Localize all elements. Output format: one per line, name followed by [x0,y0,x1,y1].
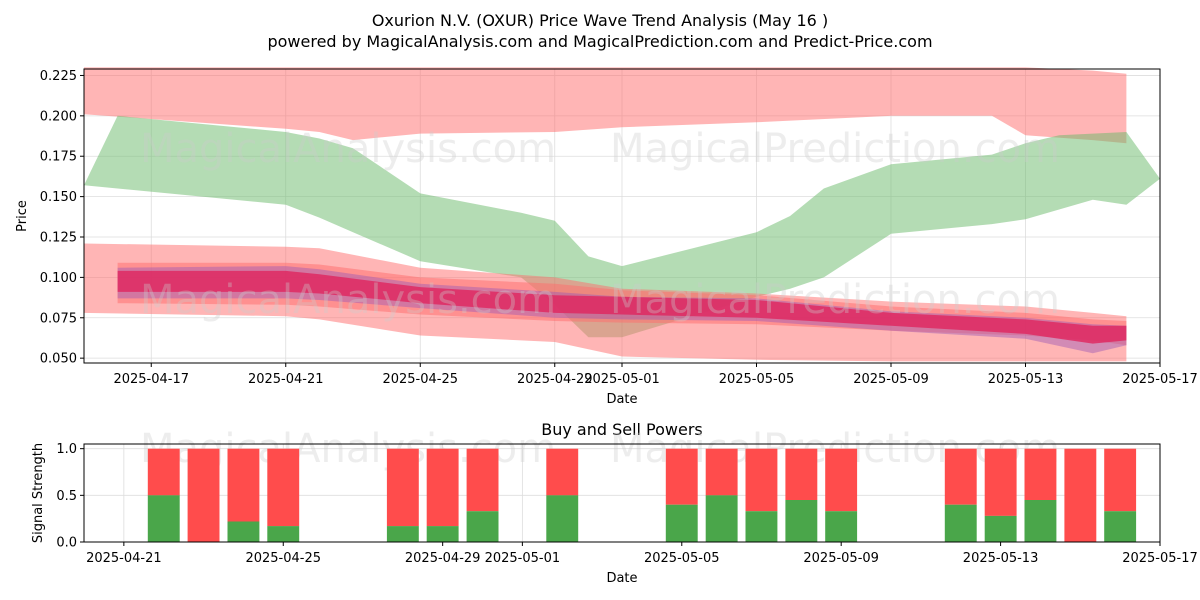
sell-power-bar [984,448,1017,516]
signal-x-tick-label: 2025-04-25 [245,551,321,566]
price-y-tick-label: 0.125 [40,231,77,246]
price-band-green [84,115,1160,338]
buy-power-bar [984,515,1017,542]
sell-power-bar [386,448,419,527]
buy-power-bar [705,495,738,542]
price-x-label: Date [606,392,637,407]
price-band-core [117,270,1127,344]
buy-power-bar [785,500,818,542]
chart-subtitle: powered by MagicalAnalysis.com and Magic… [267,32,932,51]
sell-power-bar [1064,448,1097,542]
sell-power-bar [466,448,499,512]
signal-bars [147,448,1137,542]
watermark-text: MagicalAnalysis.com [140,126,556,172]
signal-x-tick-label: 2025-04-21 [86,551,162,566]
price-x-tick-label: 2025-05-05 [719,372,795,387]
signal-x-tick-label: 2025-05-17 [1122,551,1198,566]
signal-y-tick-label: 0.5 [56,489,77,504]
price-x-tick-label: 2025-05-13 [988,372,1064,387]
signal-x-ticks: 2025-04-21 2025-04-25 2025-04-29 2025-05-01… [86,542,1198,566]
price-x-tick-label: 2025-04-21 [248,372,324,387]
signal-y-label: Signal Strength [31,443,46,543]
price-y-tick-label: 0.050 [40,352,77,367]
buy-power-bar [147,495,180,542]
price-y-tick-label: 0.100 [40,271,77,286]
sell-power-bar [665,448,698,505]
sell-power-bar [785,448,818,500]
sell-power-bar [944,448,977,505]
price-x-tick-label: 2025-04-17 [113,372,189,387]
signal-panel: Buy and Sell Powers MagicalAnalysis.comM… [31,420,1198,586]
buy-power-bar [386,526,419,542]
signal-axes-frame [83,443,1161,543]
price-y-label: Price [15,200,30,232]
buy-power-bar [426,526,459,542]
buy-power-bar [665,504,698,542]
price-x-tick-label: 2025-05-17 [1122,372,1198,387]
price-watermarks: MagicalAnalysis.com MagicalPrediction.com… [140,126,1060,323]
signal-y-tick-label: 0.0 [56,536,77,551]
signal-title: Buy and Sell Powers [541,420,703,439]
price-x-tick-label: 2025-04-29 [517,372,593,387]
signal-y-ticks: 0.0 0.5 1.0 [56,442,84,551]
sell-power-bar [187,448,220,542]
price-bands [84,67,1160,362]
buy-power-bar [745,511,778,542]
signal-x-label: Date [606,571,637,586]
price-panel: MagicalAnalysis.com MagicalPrediction.com… [15,67,1198,407]
watermark-text: MagicalAnalysis.com [140,277,556,323]
chart-title: Oxurion N.V. (OXUR) Price Wave Trend Ana… [372,11,828,30]
signal-x-tick-label: 2025-05-05 [644,551,720,566]
buy-power-bar [267,526,300,542]
price-y-tick-label: 0.075 [40,311,77,326]
price-x-tick-label: 2025-05-09 [853,372,929,387]
signal-x-tick-label: 2025-05-09 [803,551,879,566]
sell-power-bar [825,448,858,512]
sell-power-bar [745,448,778,512]
buy-power-bar [1104,511,1137,542]
buy-power-bar [1024,500,1057,542]
signal-x-tick-label: 2025-04-29 [405,551,481,566]
price-y-ticks: 0.050 0.075 0.100 0.125 0.150 0.175 0.200 0.225 [40,69,84,367]
sell-power-bar [705,448,738,496]
price-y-tick-label: 0.200 [40,109,77,124]
sell-power-bar [147,448,180,496]
signal-y-tick-label: 1.0 [56,442,77,457]
signal-x-tick-label: 2025-05-13 [963,551,1039,566]
sell-power-bar [1024,448,1057,500]
price-y-tick-label: 0.175 [40,150,77,165]
watermark-text: MagicalPrediction.com [610,126,1060,172]
signal-x-tick-label: 2025-05-01 [485,551,561,566]
sell-power-bar [546,448,579,496]
price-x-tick-label: 2025-05-01 [584,372,660,387]
buy-power-bar [466,511,499,542]
price-y-tick-label: 0.225 [40,69,77,84]
price-x-ticks: 2025-04-17 2025-04-21 2025-04-25 2025-04-29… [113,363,1198,387]
buy-power-bar [227,521,260,542]
buy-power-bar [546,495,579,542]
sell-power-bar [426,448,459,527]
sell-power-bar [227,448,260,522]
sell-power-bar [267,448,300,527]
buy-power-bar [944,504,977,542]
price-x-tick-label: 2025-04-25 [382,372,458,387]
price-y-tick-label: 0.150 [40,190,77,205]
price-band-red [84,67,1127,144]
watermark-text: MagicalPrediction.com [610,277,1060,323]
sell-power-bar [1104,448,1137,512]
buy-power-bar [825,511,858,542]
